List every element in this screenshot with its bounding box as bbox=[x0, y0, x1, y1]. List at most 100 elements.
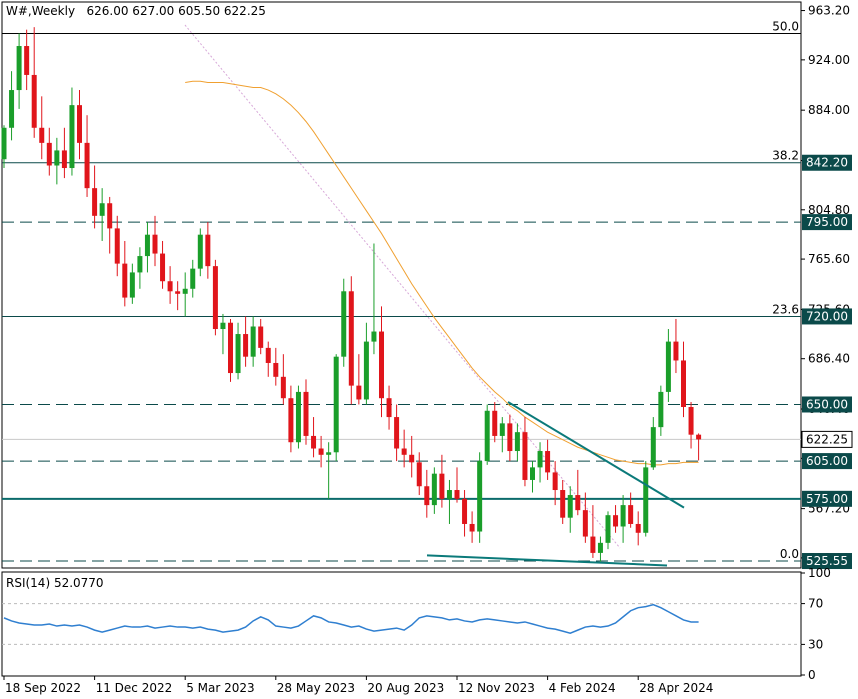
candle bbox=[394, 404, 400, 462]
candle-body bbox=[24, 46, 30, 75]
candle bbox=[114, 215, 120, 277]
candle-body bbox=[446, 490, 452, 499]
price-tick-label: 963.20 bbox=[808, 4, 850, 18]
rsi-tick-label: 70 bbox=[808, 597, 823, 611]
candle-body bbox=[363, 341, 369, 400]
candles bbox=[1, 27, 702, 562]
time-tick-label: 18 Sep 2022 bbox=[5, 681, 81, 695]
candle bbox=[77, 90, 82, 160]
candle bbox=[537, 442, 543, 483]
candle-body bbox=[54, 150, 60, 166]
wedge-lower-line bbox=[426, 554, 668, 567]
candle bbox=[628, 492, 634, 528]
candle-body bbox=[356, 385, 362, 400]
candle-body bbox=[582, 510, 588, 537]
candle-body bbox=[84, 142, 90, 189]
candle bbox=[348, 276, 354, 405]
candle bbox=[69, 87, 75, 176]
candle-body bbox=[197, 234, 203, 269]
candle-body bbox=[530, 467, 535, 480]
candle bbox=[552, 461, 558, 506]
candle-body bbox=[9, 90, 15, 128]
candle bbox=[620, 495, 626, 543]
candle bbox=[205, 222, 211, 279]
candle bbox=[582, 492, 588, 543]
candle-body bbox=[567, 495, 573, 518]
candle-body bbox=[92, 188, 98, 216]
price-badge-bg bbox=[802, 154, 852, 171]
candle bbox=[605, 511, 611, 550]
fib-diagonal bbox=[184, 24, 621, 549]
candle bbox=[499, 417, 505, 453]
time-tick-label: 28 May 2023 bbox=[277, 681, 355, 695]
price-badge-label: 842.20 bbox=[806, 156, 848, 170]
candle-body bbox=[454, 490, 460, 499]
candle bbox=[575, 469, 581, 516]
candle-body bbox=[401, 448, 407, 455]
candle-body bbox=[212, 266, 218, 330]
fibonacci-labels: 50.0 38.2 23.6 0.0 bbox=[772, 19, 799, 561]
candle-body bbox=[484, 410, 490, 462]
candle bbox=[212, 259, 218, 336]
candle-body bbox=[205, 234, 211, 267]
candle-body bbox=[379, 331, 384, 399]
candle bbox=[160, 240, 166, 289]
candle bbox=[152, 215, 158, 267]
price-badge-bg bbox=[802, 396, 852, 413]
candle-body bbox=[288, 398, 294, 443]
price-badge-label: 605.00 bbox=[806, 454, 848, 468]
price-tick-label: 804.80 bbox=[808, 203, 850, 217]
candle-body bbox=[545, 451, 551, 473]
candle-body bbox=[597, 542, 603, 553]
candle bbox=[401, 429, 407, 468]
time-tick-label: 12 Nov 2023 bbox=[458, 681, 535, 695]
candle-body bbox=[265, 347, 271, 363]
candle-body bbox=[575, 495, 581, 511]
candle bbox=[363, 322, 369, 405]
price-tick-label: 686.40 bbox=[808, 352, 850, 366]
candle bbox=[280, 354, 286, 405]
candle bbox=[650, 417, 656, 470]
candle-body bbox=[250, 326, 256, 357]
candle-body bbox=[61, 150, 67, 169]
candle bbox=[454, 467, 460, 503]
candle-body bbox=[137, 256, 143, 273]
ohlc-values: 626.00 627.00 605.50 622.25 bbox=[86, 4, 266, 18]
price-badge-label: 720.00 bbox=[806, 309, 848, 323]
candle bbox=[273, 347, 279, 386]
candle-body bbox=[394, 417, 400, 449]
candle bbox=[696, 433, 702, 461]
candle-body bbox=[560, 490, 566, 518]
candle bbox=[356, 354, 362, 405]
candle-body bbox=[318, 448, 324, 455]
candle-body bbox=[650, 427, 656, 468]
candle-body bbox=[273, 362, 279, 377]
candle bbox=[665, 329, 671, 402]
candle bbox=[220, 313, 226, 355]
candle bbox=[424, 469, 430, 518]
candle bbox=[379, 306, 384, 418]
candle bbox=[31, 27, 37, 138]
time-tick-label: 4 Feb 2024 bbox=[549, 681, 616, 695]
symbol-label: W#,Weekly bbox=[6, 4, 76, 18]
candle-body bbox=[326, 452, 332, 455]
candle-body bbox=[129, 272, 135, 298]
candle-body bbox=[295, 391, 301, 443]
candle-body bbox=[409, 454, 415, 463]
candle bbox=[99, 188, 105, 241]
candle-body bbox=[613, 515, 619, 527]
candle bbox=[341, 278, 347, 367]
ma-line bbox=[185, 80, 699, 466]
price-badge-bg bbox=[801, 430, 853, 448]
chart-header: W#,Weekly 626.00 627.00 605.50 622.25 bbox=[6, 4, 266, 18]
candle-body bbox=[107, 203, 113, 229]
candle bbox=[61, 127, 67, 179]
candle bbox=[235, 322, 241, 380]
candle bbox=[182, 272, 188, 317]
candle-body bbox=[303, 391, 309, 436]
rsi-tick-label: 30 bbox=[808, 637, 823, 651]
candle bbox=[409, 435, 415, 478]
candle bbox=[318, 435, 324, 468]
candle bbox=[688, 401, 694, 449]
candle bbox=[597, 536, 603, 562]
